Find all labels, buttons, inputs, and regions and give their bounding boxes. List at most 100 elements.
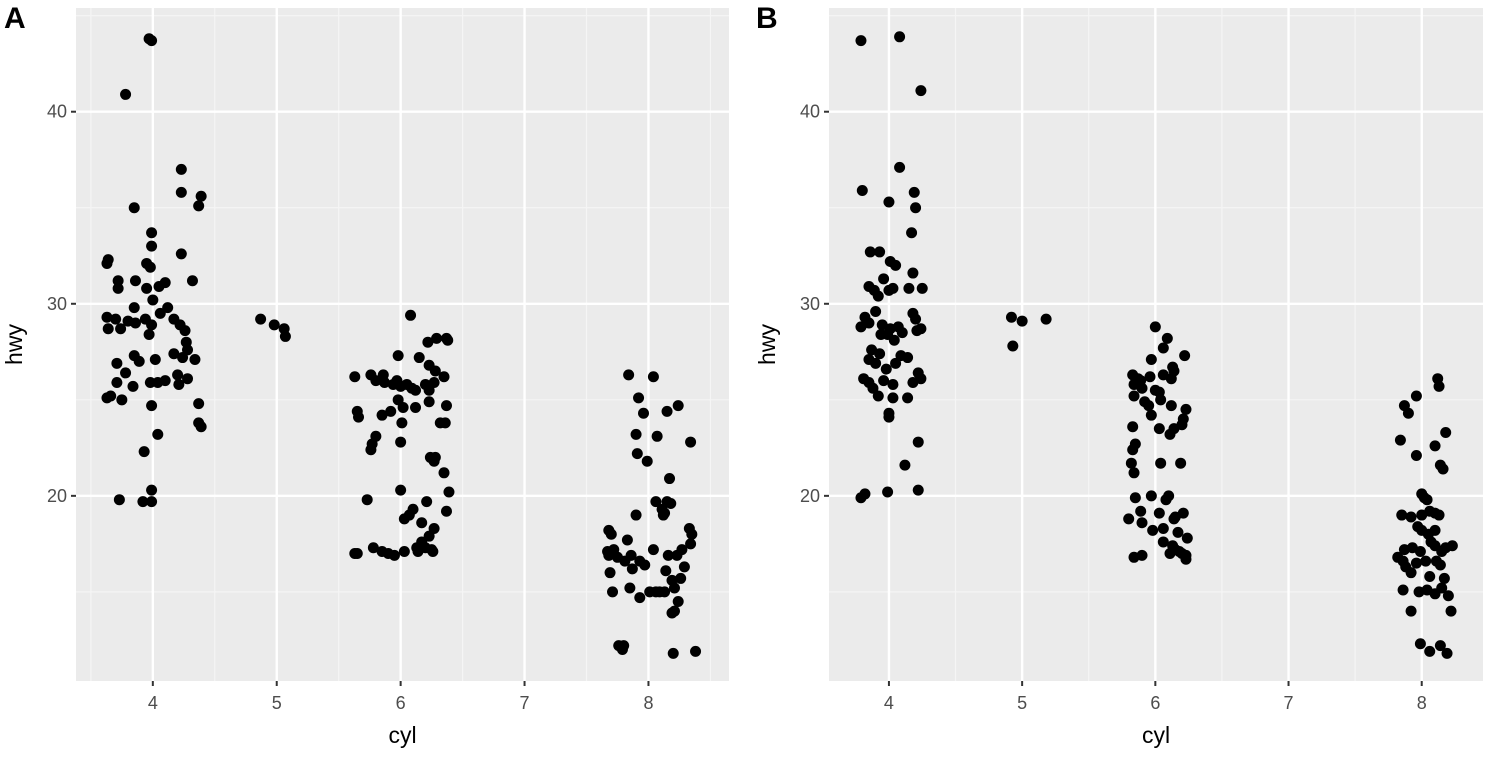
data-point: [623, 369, 635, 381]
data-point: [137, 496, 149, 508]
data-point: [1396, 509, 1408, 521]
data-point: [676, 544, 688, 556]
data-point: [1410, 557, 1422, 569]
data-point: [604, 567, 616, 579]
data-point: [388, 549, 400, 561]
data-point: [1424, 571, 1436, 583]
data-point: [1437, 463, 1449, 475]
data-point: [195, 190, 207, 202]
data-point: [1005, 311, 1017, 323]
data-point: [154, 307, 166, 319]
data-point: [127, 380, 139, 392]
data-point: [410, 401, 422, 413]
x-tick-label: 8: [643, 693, 653, 713]
x-tick-label: 6: [396, 693, 406, 713]
data-point: [146, 227, 158, 239]
data-point: [880, 363, 892, 375]
y-tick-label: 40: [800, 102, 820, 122]
data-point: [1123, 513, 1135, 525]
y-tick-label: 30: [800, 294, 820, 314]
data-point: [152, 428, 164, 440]
data-point: [647, 371, 659, 383]
data-point: [442, 334, 454, 346]
data-point: [398, 546, 410, 558]
x-tick-label: 4: [148, 693, 158, 713]
data-point: [128, 202, 140, 214]
data-point: [863, 317, 875, 329]
x-tick-label: 8: [1417, 693, 1427, 713]
data-point: [175, 186, 187, 198]
data-point: [912, 484, 924, 496]
data-point: [385, 405, 397, 417]
data-point: [1136, 549, 1148, 561]
data-point: [1127, 444, 1139, 456]
data-point: [1165, 373, 1177, 385]
data-point: [195, 421, 207, 433]
data-point: [1180, 403, 1192, 415]
data-point: [1164, 428, 1176, 440]
data-point: [146, 496, 158, 508]
data-point: [149, 353, 161, 365]
data-point: [147, 294, 159, 306]
data-point: [175, 163, 187, 175]
data-point: [376, 409, 388, 421]
data-point: [888, 334, 900, 346]
data-point: [349, 547, 361, 559]
data-point: [1446, 540, 1458, 552]
data-point: [902, 392, 914, 404]
data-point: [1145, 409, 1157, 421]
data-point: [638, 407, 650, 419]
data-point: [111, 377, 123, 389]
data-point: [438, 467, 450, 479]
data-point: [864, 246, 876, 258]
data-point: [101, 257, 113, 269]
data-point: [1429, 524, 1441, 536]
data-point: [690, 645, 702, 657]
data-point: [890, 357, 902, 369]
data-point: [665, 498, 677, 510]
x-tick-label: 5: [272, 693, 282, 713]
data-point: [105, 390, 117, 402]
data-point: [1157, 342, 1169, 354]
x-axis-title: cyl: [1142, 722, 1170, 748]
data-point: [855, 35, 867, 47]
data-point: [144, 261, 156, 273]
data-point: [1155, 394, 1167, 406]
x-tick-label: 5: [1017, 693, 1027, 713]
data-point: [1125, 457, 1137, 469]
data-point: [146, 400, 158, 412]
data-point: [1128, 390, 1140, 402]
data-point: [1410, 390, 1422, 402]
data-point: [146, 240, 158, 252]
data-point: [666, 607, 678, 619]
data-point: [423, 530, 435, 542]
data-point: [1180, 553, 1192, 565]
data-point: [128, 350, 140, 362]
data-point: [621, 534, 633, 546]
data-point: [675, 572, 687, 584]
x-axis-title: cyl: [388, 722, 416, 748]
data-point: [268, 319, 280, 331]
data-point: [1127, 421, 1139, 433]
data-point: [1173, 546, 1185, 558]
data-point: [421, 496, 433, 508]
data-point: [1164, 547, 1176, 559]
data-point: [189, 353, 201, 365]
data-point: [1143, 400, 1155, 412]
data-point: [1145, 353, 1157, 365]
data-point: [626, 563, 638, 575]
y-axis-title: hwy: [1, 324, 27, 365]
data-point: [907, 267, 919, 279]
data-point: [370, 375, 382, 387]
data-point: [431, 332, 443, 344]
data-point: [618, 640, 630, 652]
data-point: [1405, 605, 1417, 617]
data-point: [1136, 517, 1148, 529]
data-point: [650, 496, 662, 508]
data-point: [1157, 522, 1169, 534]
data-point: [657, 509, 669, 521]
data-point: [1149, 321, 1161, 333]
data-point: [624, 582, 636, 594]
data-point: [1441, 647, 1453, 659]
data-point: [138, 446, 150, 458]
